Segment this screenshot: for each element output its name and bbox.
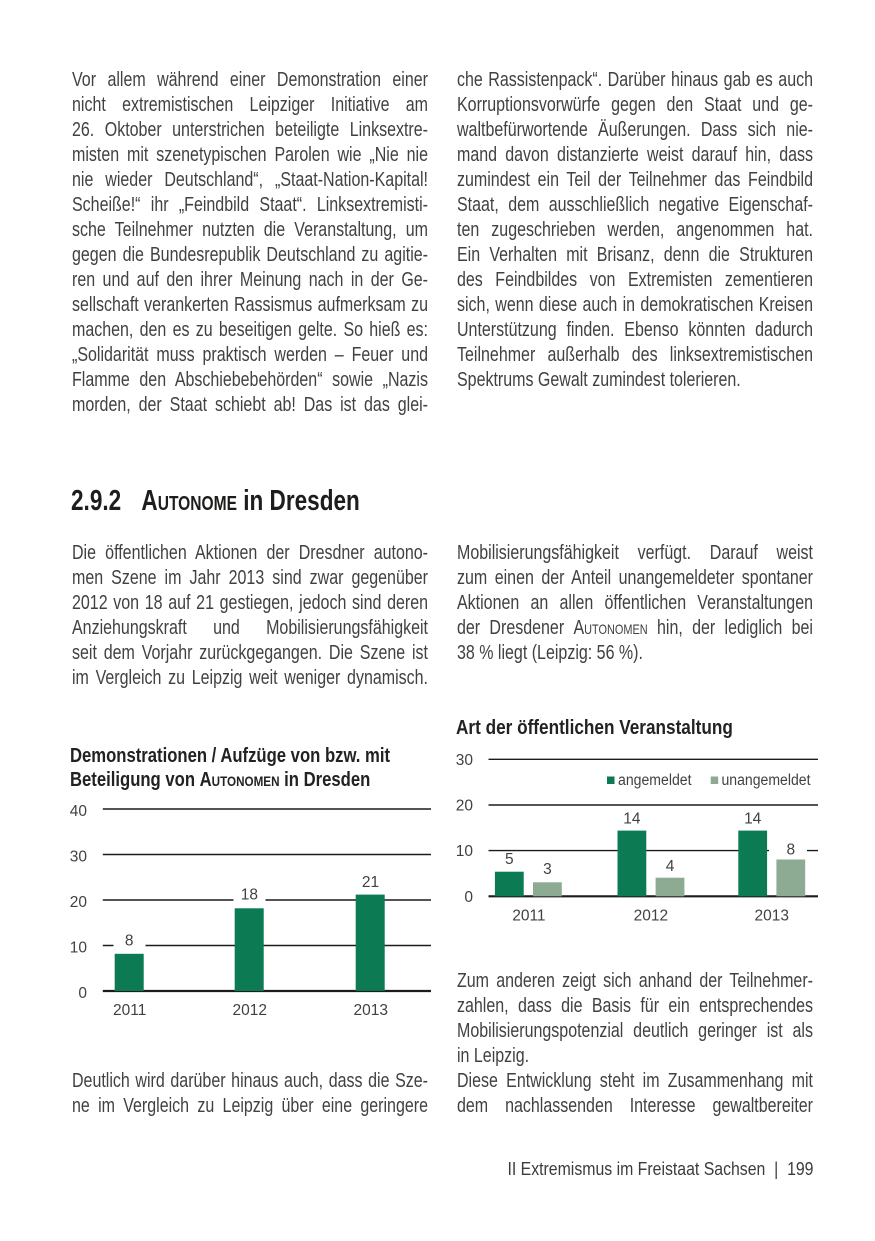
svg-text:30: 30	[70, 848, 88, 865]
svg-text:14: 14	[744, 811, 762, 828]
svg-text:40: 40	[70, 803, 88, 820]
svg-text:8: 8	[125, 933, 134, 950]
svg-text:angemeldet: angemeldet	[618, 772, 692, 789]
svg-text:2011: 2011	[113, 1002, 146, 1019]
svg-text:unangemeldet: unangemeldet	[722, 772, 812, 789]
svg-text:21: 21	[362, 874, 379, 891]
svg-text:2013: 2013	[353, 1002, 387, 1019]
svg-text:3: 3	[543, 861, 552, 878]
svg-text:0: 0	[78, 985, 87, 1002]
svg-text:4: 4	[666, 858, 675, 875]
svg-text:20: 20	[70, 894, 88, 911]
svg-text:2011: 2011	[512, 908, 545, 925]
svg-text:0: 0	[464, 889, 473, 906]
svg-text:5: 5	[505, 851, 514, 868]
svg-text:2012: 2012	[232, 1002, 266, 1019]
svg-text:10: 10	[70, 939, 88, 956]
svg-text:2013: 2013	[754, 908, 788, 925]
svg-text:20: 20	[456, 798, 474, 815]
svg-text:8: 8	[786, 842, 795, 859]
svg-text:2012: 2012	[634, 908, 668, 925]
svg-text:10: 10	[456, 843, 474, 860]
svg-text:18: 18	[241, 886, 258, 903]
svg-text:30: 30	[456, 752, 474, 769]
svg-text:14: 14	[623, 811, 641, 828]
